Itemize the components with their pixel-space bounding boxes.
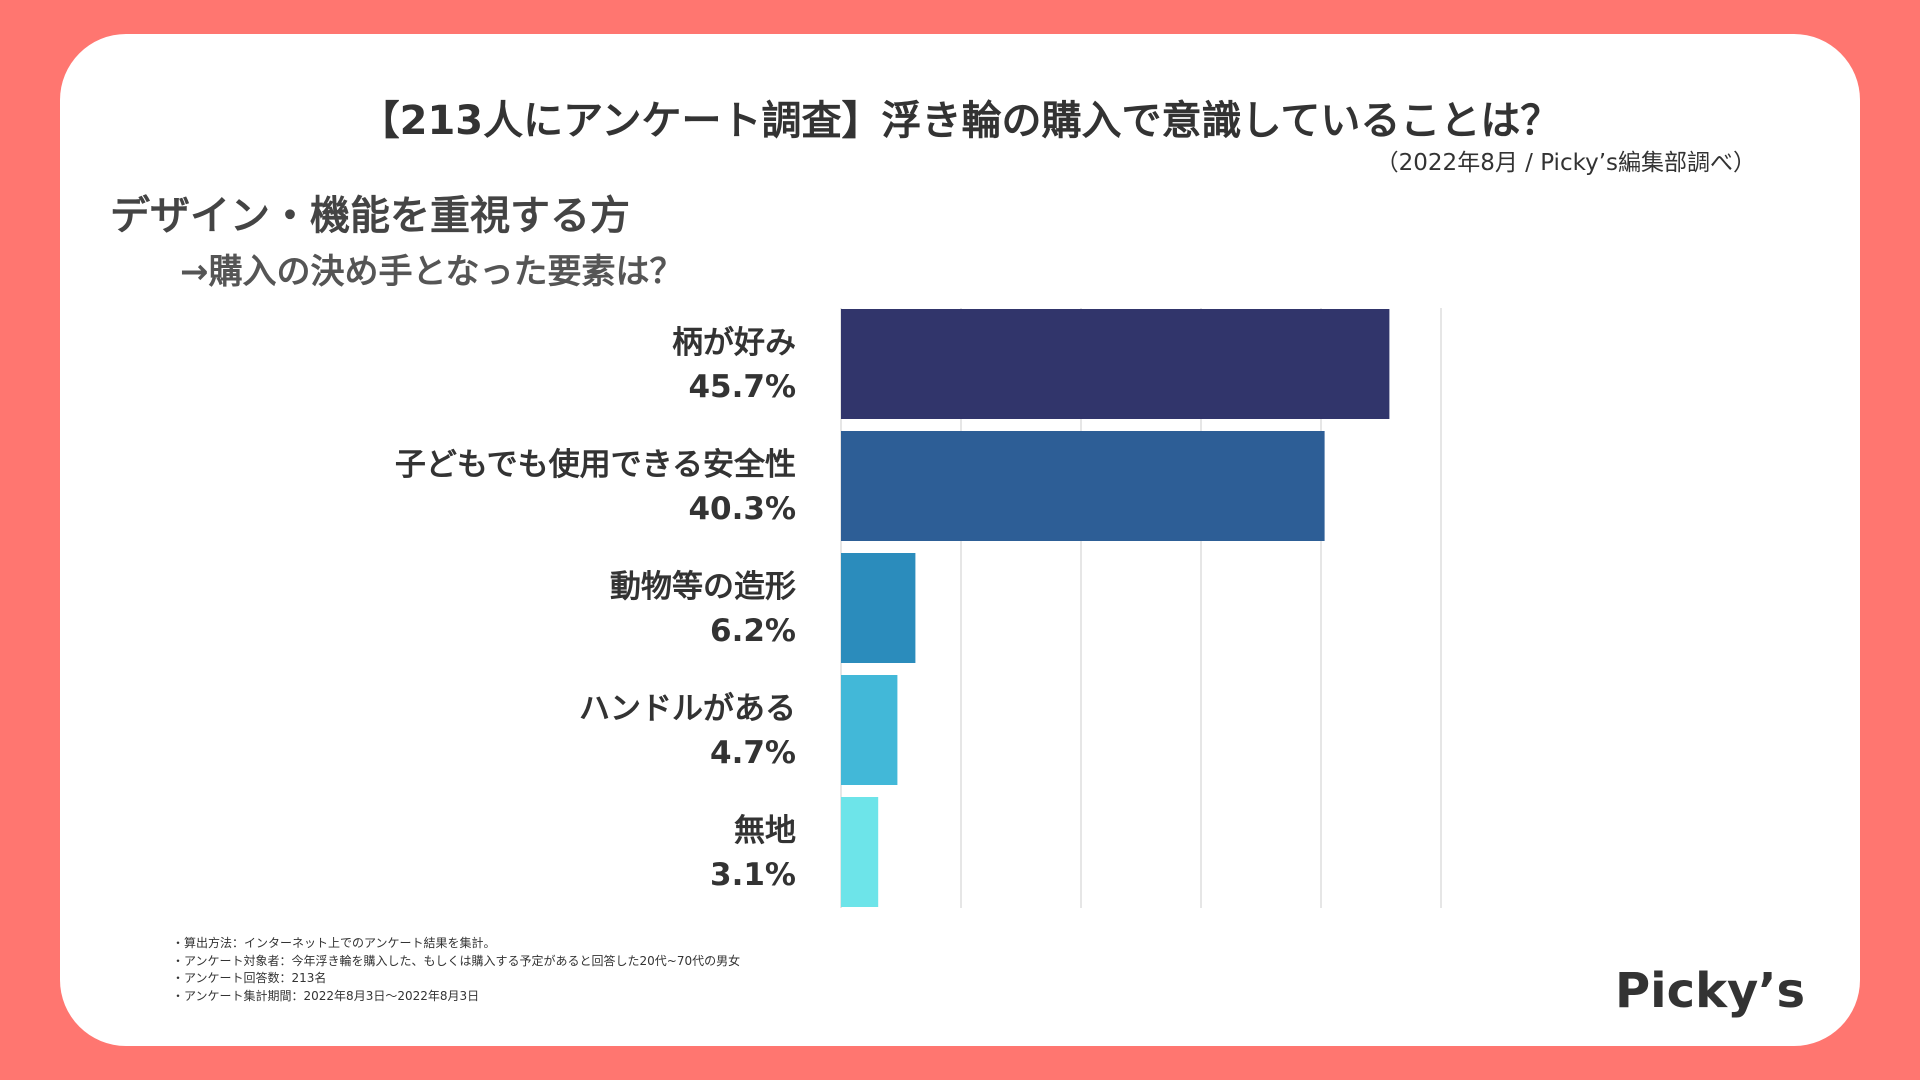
- footnote-line: ・算出方法：インターネット上でのアンケート結果を集計。: [172, 936, 496, 950]
- bar-2: [841, 431, 1325, 541]
- footnote-line: ・アンケート対象者：今年浮き輪を購入した、もしくは購入する予定があると回答した2…: [172, 953, 741, 968]
- category-label: 動物等の造形: [610, 569, 796, 605]
- value-label: 4.7%: [710, 735, 796, 771]
- value-label: 3.1%: [710, 857, 796, 893]
- brand-logo: Picky’s: [1615, 963, 1806, 1019]
- bar-3: [841, 553, 916, 663]
- value-label: 45.7%: [688, 369, 796, 405]
- bar-1: [841, 309, 1390, 419]
- bar-5: [841, 797, 879, 907]
- value-label: 6.2%: [710, 613, 796, 649]
- footnote-line: ・アンケート回答数：213名: [172, 971, 327, 985]
- source-note: （2022年8月 / Picky’s編集部調べ）: [1375, 150, 1756, 176]
- category-label: 無地: [734, 813, 796, 849]
- section-subtitle: →購入の決め手となった要素は？: [180, 252, 684, 292]
- section-title: デザイン・機能を重視する方: [110, 193, 630, 239]
- category-label: ハンドルがある: [579, 691, 796, 727]
- footnotes: ・算出方法：インターネット上でのアンケート結果を集計。 ・アンケート対象者：今年…: [172, 935, 740, 1005]
- category-label: 子どもでも使用できる安全性: [395, 447, 796, 483]
- footnote-line: ・アンケート集計期間：2022年8月3日〜2022年8月3日: [172, 988, 480, 1003]
- page-title: 【213人にアンケート調査】浮き輪の購入で意識していることは？: [359, 98, 1561, 144]
- category-label: 柄が好み: [672, 325, 796, 361]
- value-label: 40.3%: [688, 491, 796, 527]
- bar-4: [841, 675, 898, 785]
